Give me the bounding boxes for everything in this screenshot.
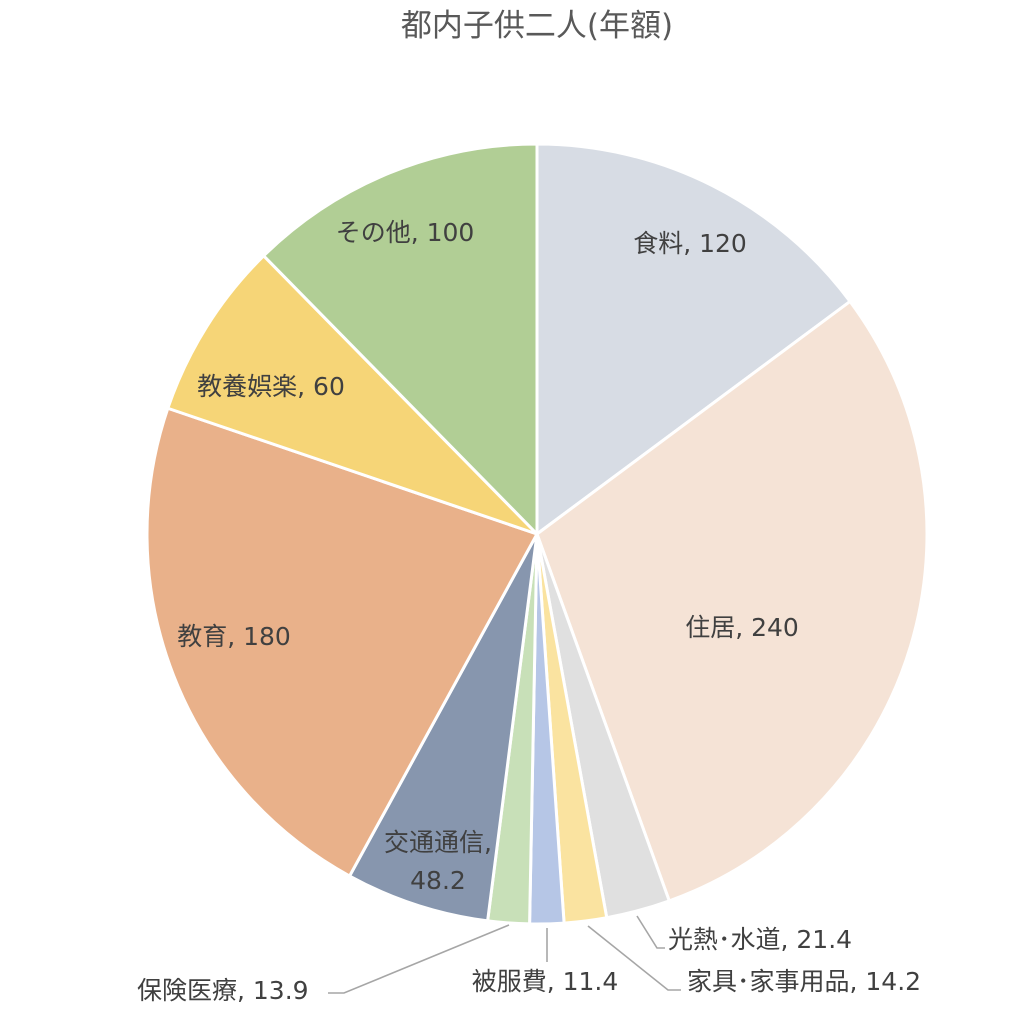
chart-title: 都内子供二人(年額) xyxy=(401,8,673,44)
leader-line xyxy=(636,915,665,949)
pie-slice xyxy=(165,253,539,536)
data-label-value: 48.2 xyxy=(410,866,466,895)
data-label: その他, 100 xyxy=(336,218,475,247)
pie-slice xyxy=(535,142,853,537)
data-label: 教養娯楽, 60 xyxy=(197,372,345,401)
data-label: 住居, 240 xyxy=(685,613,799,642)
data-label: 家具･家事用品, 14.2 xyxy=(687,967,921,996)
data-label: 交通通信, xyxy=(384,828,492,857)
leader-lines xyxy=(328,915,681,994)
data-label: 教育, 180 xyxy=(177,622,291,651)
pie-slice xyxy=(535,299,929,903)
leader-line xyxy=(587,925,681,991)
data-label: 食料, 120 xyxy=(633,229,747,258)
pie-slice xyxy=(145,406,540,879)
pie-slice xyxy=(347,533,539,923)
pie-slices xyxy=(145,142,929,926)
data-label: 光熱･水道, 21.4 xyxy=(668,925,852,954)
data-label: 被服費, 11.4 xyxy=(472,967,619,996)
leader-line xyxy=(328,924,510,994)
data-label: 保険医療, 13.9 xyxy=(137,976,309,1005)
data-labels: 食料, 120 住居, 240 光熱･水道, 21.4 家具･家事用品, 14.2 被服… xyxy=(137,218,921,1005)
pie-slice xyxy=(261,142,539,538)
